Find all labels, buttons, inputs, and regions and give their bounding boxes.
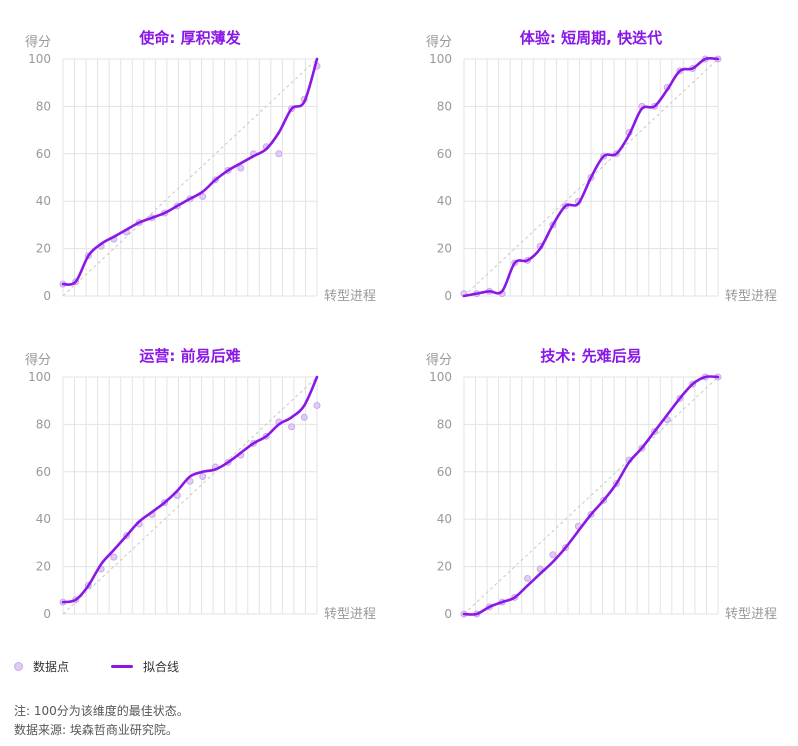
- y-tick-label: 20: [437, 242, 452, 256]
- y-tick-label: 0: [444, 607, 452, 621]
- y-tick-label: 60: [437, 465, 452, 479]
- data-point: [199, 473, 207, 481]
- y-tick-label: 20: [437, 560, 452, 574]
- legend-line-label: 拟合线: [143, 660, 180, 674]
- y-tick-label: 100: [429, 52, 452, 66]
- data-point: [288, 423, 296, 431]
- data-point: [549, 551, 557, 559]
- data-point: [300, 413, 308, 421]
- y-axis-label: 得分: [25, 352, 51, 368]
- y-axis-label: 得分: [426, 34, 452, 50]
- y-tick-label: 20: [36, 560, 51, 574]
- x-axis-label: 转型进程: [725, 289, 777, 304]
- data-point: [524, 574, 531, 582]
- y-axis-label: 得分: [25, 34, 51, 50]
- legend: 数据点 拟合线: [14, 658, 179, 675]
- data-point: [313, 401, 321, 409]
- y-tick-label: 40: [36, 194, 51, 208]
- reference-diagonal: [463, 58, 719, 297]
- chart-title: 体验: 短周期, 快迭代: [520, 29, 662, 47]
- y-tick-label: 80: [36, 417, 51, 431]
- y-axis-label: 得分: [426, 352, 452, 368]
- x-axis-label: 转型进程: [324, 289, 376, 304]
- chart-title: 运营: 前易后难: [139, 347, 240, 365]
- y-tick-label: 60: [36, 465, 51, 479]
- fit-line: [462, 375, 720, 616]
- legend-points-label: 数据点: [33, 660, 70, 674]
- y-tick-label: 80: [437, 417, 452, 431]
- legend-line-marker: [111, 665, 134, 668]
- y-tick-label: 100: [28, 370, 51, 384]
- x-axis-label: 转型进程: [725, 607, 777, 622]
- y-tick-label: 40: [437, 512, 452, 526]
- note-line: 注: 100分为该维度的最佳状态。: [14, 704, 189, 718]
- y-tick-label: 60: [36, 147, 51, 161]
- data-point: [237, 164, 245, 172]
- fit-line: [61, 57, 319, 286]
- fit-line: [462, 56, 720, 298]
- data-point: [275, 150, 283, 158]
- x-axis-label: 转型进程: [324, 607, 376, 622]
- reference-diagonal: [62, 58, 318, 297]
- y-tick-label: 0: [43, 607, 51, 621]
- y-tick-label: 100: [429, 370, 452, 384]
- y-tick-label: 100: [28, 52, 51, 66]
- legend-point-marker: [14, 662, 23, 671]
- y-tick-label: 80: [36, 99, 51, 113]
- y-tick-label: 60: [437, 147, 452, 161]
- y-tick-label: 20: [36, 242, 51, 256]
- source-line: 数据来源: 埃森哲商业研究院。: [14, 723, 178, 737]
- data-point: [110, 553, 118, 561]
- footnotes: 注: 100分为该维度的最佳状态。 数据来源: 埃森哲商业研究院。: [14, 702, 189, 740]
- y-tick-label: 0: [43, 289, 51, 303]
- y-tick-label: 40: [437, 194, 452, 208]
- y-tick-label: 80: [437, 99, 452, 113]
- reference-diagonal: [463, 376, 719, 615]
- chart-title: 使命: 厚积薄发: [138, 29, 241, 47]
- y-tick-label: 0: [444, 289, 452, 303]
- fit-line: [61, 375, 319, 604]
- data-point: [199, 192, 207, 200]
- reference-diagonal: [62, 376, 318, 615]
- chart-title: 技术: 先难后易: [540, 347, 641, 365]
- y-tick-label: 40: [36, 512, 51, 526]
